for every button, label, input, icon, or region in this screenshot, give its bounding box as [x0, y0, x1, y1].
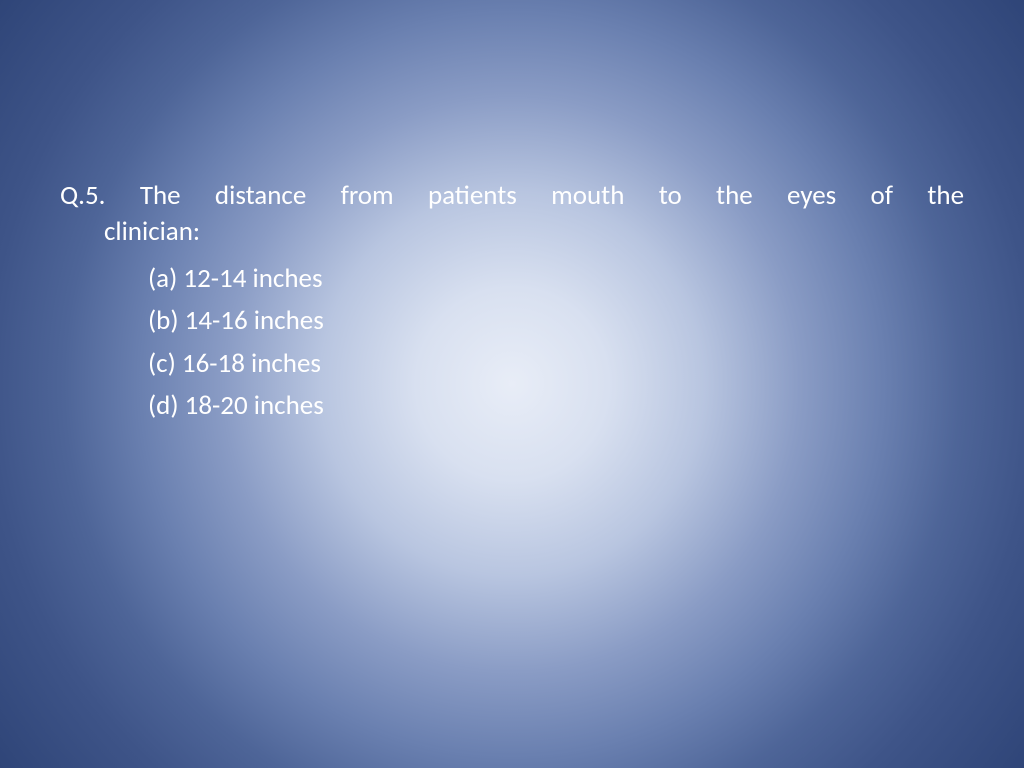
question-stem-part2: clinician: [60, 214, 964, 250]
option-d: (d) 18-20 inches [148, 386, 964, 427]
question-line-1: Q.5. The distance from patients mouth to… [60, 178, 964, 214]
question-number: Q.5. [60, 179, 105, 212]
question-block: Q.5. The distance from patients mouth to… [60, 178, 964, 251]
option-c: (c) 16-18 inches [148, 344, 964, 385]
option-b: (b) 14-16 inches [148, 301, 964, 342]
question-stem-part1: The distance from patients mouth to the … [140, 179, 964, 212]
option-a: (a) 12-14 inches [148, 259, 964, 300]
options-list: (a) 12-14 inches (b) 14-16 inches (c) 16… [60, 259, 964, 427]
slide: Q.5. The distance from patients mouth to… [0, 0, 1024, 768]
